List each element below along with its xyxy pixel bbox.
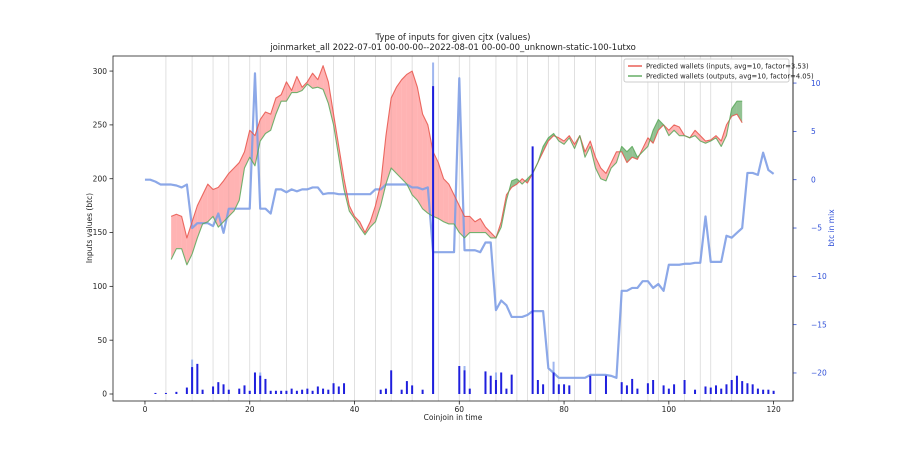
fill-between: [181, 216, 187, 265]
fill-between: [433, 151, 439, 219]
x-axis-label: Coinjoin in time: [424, 413, 483, 422]
legend-label: Predicted wallets (inputs, avg=10, facto…: [646, 63, 809, 71]
fill-between: [375, 184, 381, 222]
fill-between: [422, 114, 428, 214]
y2-axis-label: btc in mix: [827, 209, 836, 247]
fill-between: [731, 101, 737, 117]
y2-tick-label: −10: [811, 272, 827, 281]
legend-label: Predicted wallets (outputs, avg=10, fact…: [646, 73, 814, 81]
fill-between: [202, 184, 208, 224]
fill-between: [668, 124, 675, 136]
fill-between: [286, 81, 292, 102]
fill-between: [281, 81, 287, 102]
fill-between: [275, 94, 282, 115]
fill-between: [600, 167, 606, 181]
fill-between: [186, 221, 193, 265]
fill-between: [239, 151, 245, 201]
x-tick-label: 40: [350, 405, 360, 414]
fill-between: [658, 119, 664, 131]
y2-tick-label: −20: [811, 369, 827, 378]
fill-between: [475, 218, 481, 233]
fill-between: [401, 74, 407, 185]
y2-tick-label: 5: [811, 127, 816, 136]
y-tick-label: 150: [93, 228, 108, 237]
legend-box: [623, 58, 790, 83]
fill-between: [443, 178, 449, 224]
mix-line: [144, 72, 775, 379]
y-axis-label: Inputs values (btc): [85, 193, 94, 263]
y-tick-label: 0: [102, 390, 107, 399]
fill-between: [176, 214, 182, 249]
fill-between: [412, 71, 418, 201]
fill-between: [312, 73, 318, 89]
y2-tick-label: 10: [811, 79, 821, 88]
fill-between: [480, 218, 486, 233]
chart-title: Type of inputs for given cjtx (values): [375, 33, 531, 43]
y-tick-label: 100: [93, 282, 108, 291]
chart-subtitle: joinmarket_all 2022-07-01 00-00-00--2022…: [269, 43, 636, 53]
fill-between: [228, 167, 235, 217]
fill-between: [260, 111, 266, 142]
fill-between: [438, 162, 444, 222]
fill-between: [207, 184, 214, 222]
fill-between: [317, 65, 324, 90]
y-tick-label: 250: [93, 121, 108, 130]
fill-between: [448, 184, 455, 224]
fill-between: [695, 130, 701, 142]
fill-between: [674, 124, 680, 136]
series-line: [170, 83, 743, 266]
fill-between: [653, 119, 659, 144]
legend: Predicted wallets (inputs, avg=10, facto…: [623, 58, 814, 83]
fill-between: [621, 146, 627, 163]
fill-between: [396, 79, 402, 179]
fill-between: [485, 227, 491, 238]
fill-between: [626, 146, 633, 163]
y-tick-label: 50: [97, 336, 107, 345]
y2-tick-label: −5: [811, 224, 822, 233]
x-tick-label: 100: [662, 405, 677, 414]
series-line: [170, 65, 743, 239]
fill-between: [265, 111, 271, 134]
fill-between: [736, 101, 743, 123]
fill-between: [391, 87, 397, 174]
y2-tick-label: −15: [811, 320, 827, 329]
fill-between: [385, 97, 392, 185]
fill-between: [296, 76, 303, 93]
fill-between: [558, 137, 565, 145]
fill-between: [585, 141, 591, 158]
fill-between: [244, 130, 250, 168]
x-tick-label: 80: [559, 405, 569, 414]
fill-between: [270, 97, 276, 131]
y-tick-label: 200: [93, 174, 108, 183]
plot-area: [144, 56, 775, 401]
fill-between: [417, 87, 423, 209]
x-tick-label: 60: [455, 405, 465, 414]
fill-between: [323, 65, 329, 104]
y-tick-label: 300: [93, 67, 108, 76]
x-tick-label: 20: [245, 405, 255, 414]
fill-between: [234, 162, 240, 212]
y2-tick-label: 0: [811, 175, 816, 184]
fill-between: [406, 71, 413, 195]
x-tick-label: 0: [143, 405, 148, 414]
fill-between: [595, 157, 601, 179]
fill-between: [171, 214, 177, 260]
fill-between: [464, 216, 470, 238]
fill-between: [611, 151, 617, 168]
x-tick-label: 120: [766, 405, 781, 414]
